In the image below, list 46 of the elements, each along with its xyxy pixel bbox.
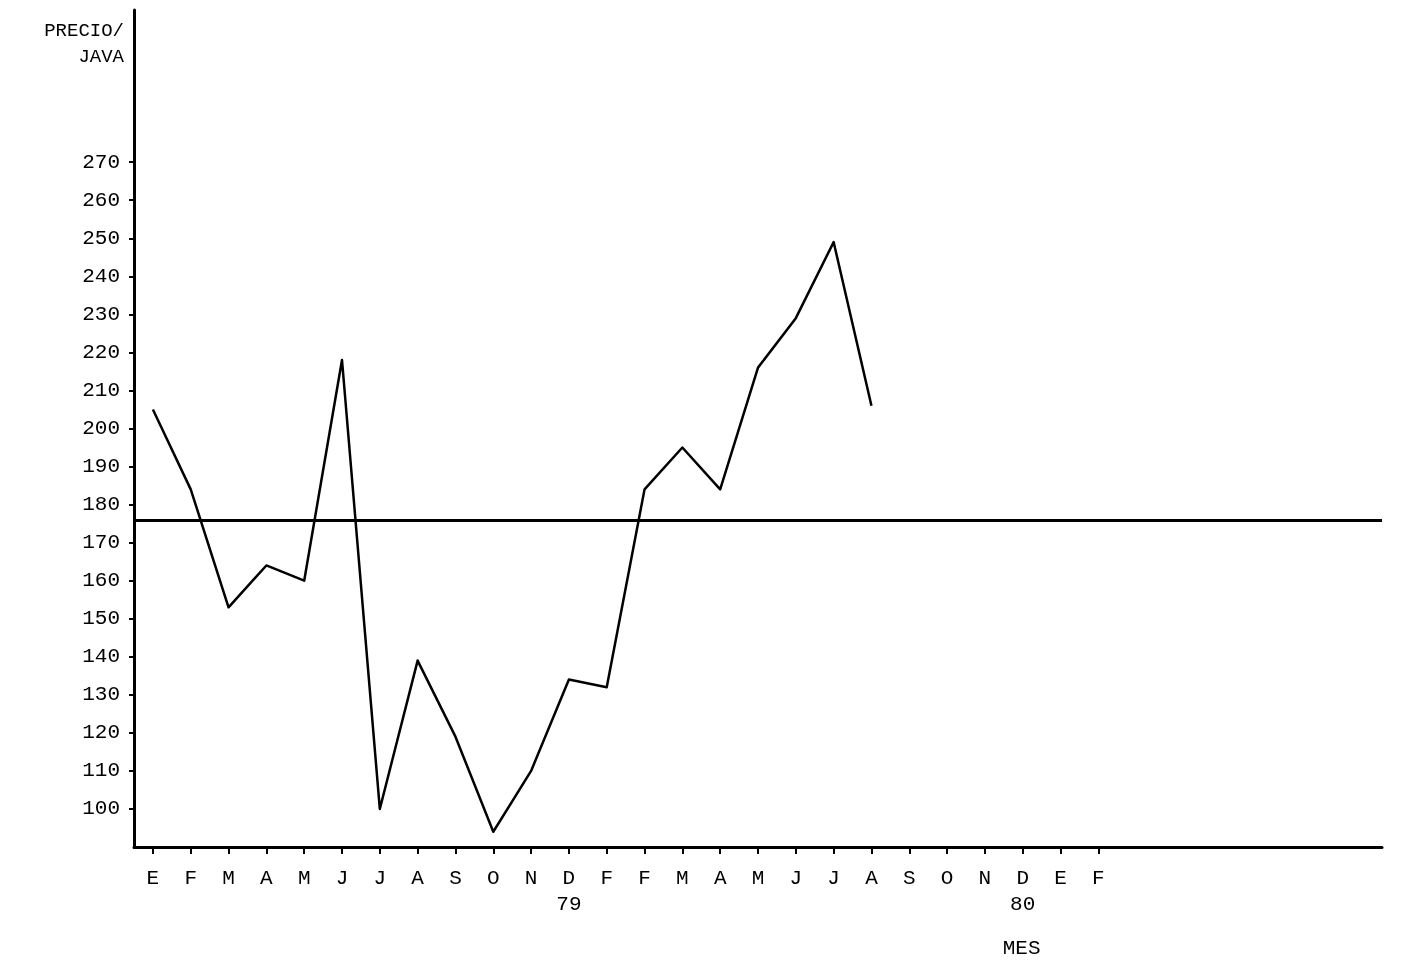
y-tick-label: 210 (82, 378, 120, 402)
x-tick-label: M (222, 866, 235, 890)
x-tick-label: A (260, 866, 274, 890)
y-tick-label: 180 (82, 493, 120, 517)
x-tick-label: J (789, 866, 803, 890)
y-tick-label: 120 (82, 721, 120, 745)
x-tick-label: J (373, 866, 387, 890)
x-tick-label: M (751, 866, 765, 890)
x-tick-label: N (524, 866, 538, 890)
x-tick-label: D 79 (556, 866, 582, 916)
x-tick-label: D 80 (1010, 866, 1036, 916)
y-tick-label: 110 (82, 759, 120, 783)
x-tick-label: E (1054, 866, 1067, 890)
x-tick-label: J (335, 866, 349, 890)
x-tick-label: F (1092, 866, 1105, 890)
y-tick-label: 230 (82, 302, 120, 326)
x-axis-title: MES (1002, 937, 1041, 960)
x-tick-label: A (713, 866, 727, 890)
x-tick-label: O (486, 866, 500, 890)
y-tick-label: 190 (82, 455, 120, 479)
x-tick-label: A (865, 866, 879, 890)
y-tick-label: 130 (82, 683, 120, 707)
x-tick-label: S (449, 866, 462, 890)
y-tick-label: 200 (82, 417, 120, 440)
y-tick-label: 250 (82, 226, 120, 250)
y-tick-label: 270 (82, 150, 120, 174)
x-tick-label: F (600, 866, 614, 890)
y-axis-title: PRECIO/ JAVA (44, 20, 125, 68)
x-tick-label: A (411, 866, 425, 890)
y-tick-label: 100 (82, 797, 120, 821)
x-tick-label: M (297, 866, 311, 890)
y-tick-label: 170 (82, 531, 120, 555)
y-tick-label: 240 (82, 264, 120, 288)
x-tick-label: S (902, 866, 916, 890)
y-tick-label: 140 (82, 645, 120, 669)
x-tick-label: F (184, 866, 198, 890)
x-tick-label: E (146, 866, 160, 890)
x-tick-label: M (676, 866, 689, 890)
y-tick-label: 150 (82, 607, 120, 631)
x-tick-label: N (978, 866, 992, 890)
x-tick-label: O (940, 866, 954, 890)
x-tick-label: F (638, 866, 651, 890)
x-tick-label: J (827, 866, 840, 890)
y-tick-label: 220 (82, 340, 120, 364)
y-tick-label: 160 (82, 569, 120, 593)
y-tick-label: 260 (82, 188, 120, 212)
